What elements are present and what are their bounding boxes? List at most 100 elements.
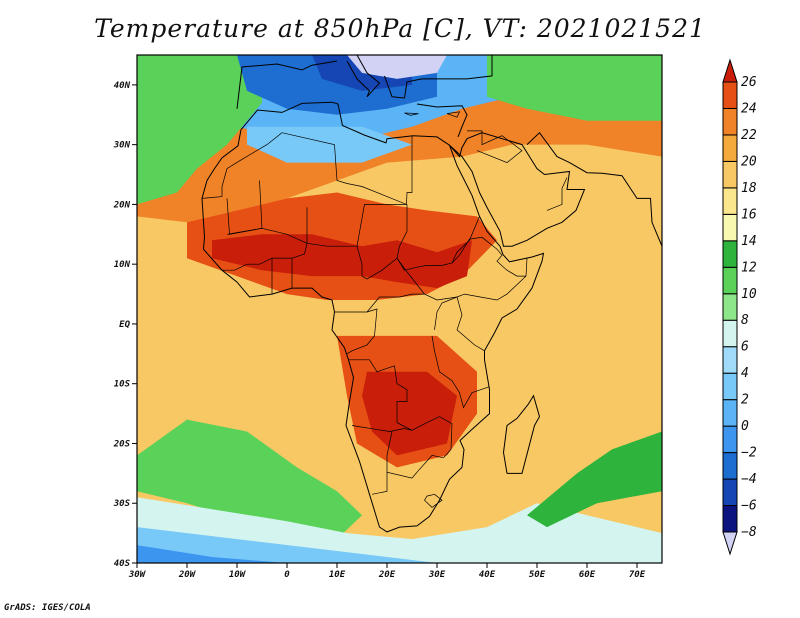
- angola-borders: [348, 359, 413, 432]
- colorbar-label: 24: [741, 101, 757, 116]
- colorbar-label: −4: [741, 472, 757, 487]
- colorbar-label: 14: [741, 234, 757, 249]
- namibia-border: [371, 472, 388, 495]
- lat-tick-label: EQ: [119, 320, 130, 330]
- mali-mauritania-border: [226, 180, 263, 235]
- colorbar-segment: [722, 372, 738, 401]
- colorbar-segment: [722, 266, 738, 295]
- colorbar-segment: [722, 213, 738, 242]
- field-band-europe-lavender: [347, 55, 447, 79]
- crete-coastline: [404, 112, 419, 116]
- colorbar-segment: [722, 134, 738, 162]
- lon-tick-label: 50E: [529, 570, 546, 580]
- temperature-field: [137, 55, 662, 563]
- lat-tick-label: 20N: [113, 200, 131, 210]
- field-band-south-hot: [362, 371, 457, 456]
- lon-tick-label: 70E: [629, 570, 646, 580]
- congo-north-border: [334, 293, 425, 313]
- chart-title: Temperature at 850hPa [C], VT: 202102152…: [94, 14, 706, 43]
- arabia-borders: [546, 177, 568, 211]
- country-borders: [201, 55, 662, 533]
- field-band-sahel-hot: [212, 234, 472, 289]
- colorbar-segment: [722, 293, 738, 321]
- field-band-south-atlantic-deep: [137, 545, 287, 563]
- colorbar-segment: [722, 160, 738, 189]
- mideast-borders: [467, 130, 523, 164]
- colorbar-segment: [722, 81, 738, 109]
- lon-tick-label: 20E: [378, 570, 396, 580]
- lon-tick-label: 30E: [428, 570, 446, 580]
- field-band-atlantic-green: [137, 55, 262, 205]
- lat-tick-label: 40S: [114, 559, 131, 569]
- east-africa-borders: [434, 296, 485, 352]
- colorbar-label: 2: [741, 393, 749, 408]
- colorbar-segment: [722, 187, 738, 215]
- colorbar-segment: [722, 346, 738, 374]
- lon-tick-label: 10W: [229, 570, 247, 580]
- lat-tick-label: 40N: [114, 81, 131, 91]
- colorbar-label: 26: [741, 75, 757, 90]
- colorbar-segment: [722, 478, 738, 507]
- lon-tick-label: 20W: [178, 570, 197, 580]
- north-africa-borders: [243, 132, 413, 205]
- colorbar-label: 16: [741, 207, 757, 222]
- ethiopia-borders: [451, 236, 526, 277]
- asia-coastline: [526, 131, 662, 247]
- africa-coastline: [201, 101, 545, 533]
- colorbar-label: 20: [741, 154, 757, 169]
- balkans-coastline: [384, 55, 493, 99]
- colorbar-top-arrow: [722, 58, 738, 83]
- latitude-axis: 40N 30N 20N 10N EQ 10S 20S 30S 40S: [113, 81, 137, 569]
- lat-tick-label: 20S: [113, 439, 131, 449]
- levant-coastline: [416, 103, 468, 138]
- lon-tick-label: 40E: [479, 570, 496, 580]
- colorbar-segment: [722, 319, 738, 348]
- field-band-indian-ocean-green: [527, 431, 662, 528]
- map-frame: [136, 54, 663, 564]
- colorbar-label: 0: [741, 419, 749, 434]
- lat-tick-label: 30S: [113, 499, 131, 509]
- congo-west-border: [346, 308, 378, 355]
- field-band-north-lightblue: [247, 126, 412, 163]
- madagascar-coastline: [502, 394, 541, 474]
- western-sahara-border: [201, 158, 244, 199]
- lon-tick-label: 60E: [579, 570, 596, 580]
- iberia-coastline: [236, 60, 338, 109]
- field-band-middle-east-green: [487, 55, 662, 121]
- field-band-south-atlantic-blue: [137, 527, 437, 563]
- colorbar-segment: [722, 452, 738, 480]
- colorbar-label: 10: [741, 287, 757, 302]
- sudan-borders: [396, 204, 480, 271]
- colorbar-segment: [722, 107, 738, 136]
- lon-tick-label: 0: [284, 570, 290, 580]
- lat-tick-label: 10N: [114, 260, 131, 270]
- colorbar-label: 4: [741, 366, 749, 381]
- colorbar-label: −8: [741, 525, 757, 540]
- colorbar-label: 12: [741, 260, 757, 275]
- sahel-borders: [226, 204, 407, 247]
- colorbar-segment: [722, 505, 738, 533]
- lon-tick-label: 30W: [128, 570, 147, 580]
- southern-borders: [386, 416, 453, 479]
- colorbar-label: 18: [741, 181, 757, 196]
- lesotho-border: [424, 493, 443, 508]
- grads-credit: GrADS: IGES/COLA: [4, 603, 91, 613]
- colorbar-label: −6: [741, 499, 757, 514]
- tanzania-borders: [431, 335, 490, 409]
- ghana-borders: [271, 257, 293, 295]
- longitude-axis: 30W 20W 10W 0 10E 20E 30E 40E 50E 60E 70E: [128, 563, 646, 580]
- colorbar-bottom-arrow: [722, 531, 738, 556]
- colorbar-label: 8: [741, 313, 749, 328]
- field-band-south-atlantic-green: [137, 419, 362, 540]
- colorbar-label: −2: [741, 446, 757, 461]
- italy-coastline: [346, 55, 381, 98]
- lat-tick-label: 10S: [114, 380, 131, 390]
- colorbar-label: 6: [741, 340, 749, 355]
- cyprus-coastline: [446, 111, 461, 118]
- colorbar-segment: [722, 240, 738, 268]
- colorbar-segment: [722, 425, 738, 454]
- lat-tick-label: 30N: [113, 141, 131, 151]
- arabia-coastline: [449, 132, 586, 247]
